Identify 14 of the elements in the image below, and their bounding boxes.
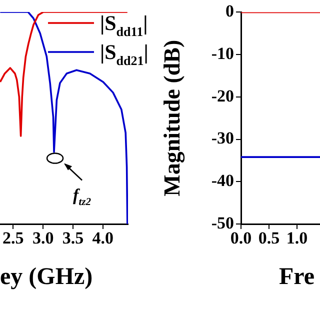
y-tick-label: 0 [226, 2, 234, 21]
x-tick-label: 2.5 [2, 228, 24, 248]
x-tick-label: 4.0 [92, 228, 114, 248]
y-tick-label: -20 [211, 86, 234, 106]
x-tick-label: 3.5 [62, 228, 84, 248]
x-tick-label: 1.0 [286, 228, 308, 248]
y-tick-label: -10 [211, 44, 234, 63]
y-axis-title: Magnitude (dB) [160, 40, 186, 196]
x-axis-title: Fre [279, 264, 315, 290]
x-axis-title: ey (GHz) [0, 264, 93, 290]
x-tick-label: 3.0 [32, 228, 54, 248]
y-tick-label: -40 [211, 171, 234, 190]
x-tick-label: 0.5 [258, 228, 280, 248]
y-tick-label: -30 [211, 128, 234, 148]
